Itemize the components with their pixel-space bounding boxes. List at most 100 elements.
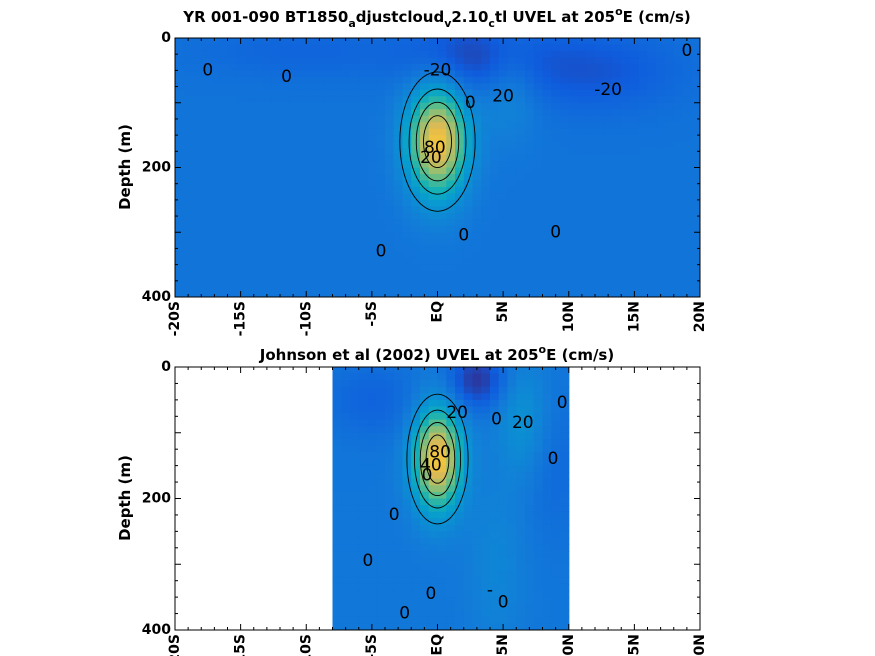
field-cell (420, 544, 430, 552)
field-cell (218, 290, 229, 297)
field-cell (630, 225, 640, 233)
field-cell (323, 83, 334, 91)
field-cell (665, 264, 675, 272)
field-cell (463, 63, 474, 71)
field-cell (490, 491, 500, 500)
field-cell (236, 264, 246, 272)
field-cell (682, 38, 692, 46)
field-cell (332, 393, 342, 401)
field-cell (516, 373, 526, 381)
field-cell (358, 258, 369, 266)
field-cell (358, 570, 369, 578)
field-cell (385, 597, 395, 605)
field-cell (577, 89, 587, 97)
field-cell (192, 238, 202, 246)
field-cell (332, 597, 342, 605)
field-cell (560, 44, 570, 52)
field-cell (472, 225, 482, 233)
field-cell (577, 251, 587, 259)
field-cell (367, 597, 377, 605)
field-cell (603, 225, 614, 233)
field-cell (525, 44, 535, 52)
field-cell (577, 154, 587, 162)
field-cell (463, 518, 474, 526)
field-cell (577, 141, 587, 149)
field-cell (437, 290, 447, 297)
field-cell (551, 531, 561, 539)
field-cell (288, 212, 299, 220)
field-cell (402, 141, 412, 149)
field-cell (332, 258, 342, 266)
field-cell (463, 386, 474, 394)
field-cell (463, 161, 474, 169)
field-cell (420, 251, 430, 259)
field-cell (560, 426, 570, 434)
field-cell (682, 238, 692, 246)
field-cell (656, 238, 666, 246)
field-cell (376, 623, 386, 630)
field-cell (525, 141, 535, 149)
field-cell (210, 212, 220, 220)
field-cell (516, 485, 526, 493)
field-cell (288, 180, 299, 188)
field-cell (498, 70, 509, 78)
field-cell (341, 57, 351, 65)
field-cell (175, 277, 185, 285)
field-cell (533, 57, 544, 65)
field-cell (665, 141, 675, 149)
field-cell (525, 148, 535, 156)
field-cell (253, 109, 264, 117)
field-cell (490, 277, 500, 285)
field-cell (525, 238, 535, 246)
field-cell (498, 173, 509, 182)
field-cell (525, 478, 535, 486)
field-cell (192, 102, 202, 110)
field-cell (323, 70, 334, 78)
field-cell (297, 225, 307, 233)
field-cell (446, 485, 456, 493)
field-cell (385, 557, 395, 565)
field-cell (542, 491, 552, 500)
field-cell (621, 141, 631, 149)
field-cell (481, 219, 491, 227)
field-cell (192, 76, 202, 84)
field-cell (280, 277, 290, 285)
field-cell (665, 284, 675, 292)
field-cell (533, 135, 544, 143)
field-cell (306, 50, 316, 59)
field-cell (183, 167, 194, 175)
field-cell (350, 122, 360, 130)
field-cell (428, 141, 439, 149)
field-cell (621, 284, 631, 292)
field-cell (533, 128, 544, 136)
field-cell (507, 96, 517, 104)
field-cell (595, 83, 605, 91)
field-cell (542, 452, 552, 460)
field-cell (297, 219, 307, 227)
field-cell (402, 393, 412, 401)
field-cell (516, 386, 526, 394)
field-cell (420, 193, 430, 201)
field-cell (533, 70, 544, 78)
field-cell (350, 109, 360, 117)
field-cell (192, 57, 202, 65)
field-cell (542, 76, 552, 84)
field-cell (630, 212, 640, 220)
field-cell (297, 167, 307, 175)
field-cell (533, 264, 544, 272)
field-cell (245, 89, 255, 97)
field-cell (201, 167, 211, 175)
field-cell (358, 491, 369, 500)
field-cell (446, 258, 456, 266)
field-cell (218, 199, 229, 207)
field-cell (420, 551, 430, 559)
field-cell (393, 583, 404, 592)
field-cell (358, 173, 369, 182)
field-cell (612, 122, 622, 130)
field-cell (603, 238, 614, 246)
field-cell (437, 193, 447, 201)
field-cell (341, 459, 351, 467)
field-cell (420, 413, 430, 421)
field-cell (595, 225, 605, 233)
field-cell (455, 577, 465, 585)
